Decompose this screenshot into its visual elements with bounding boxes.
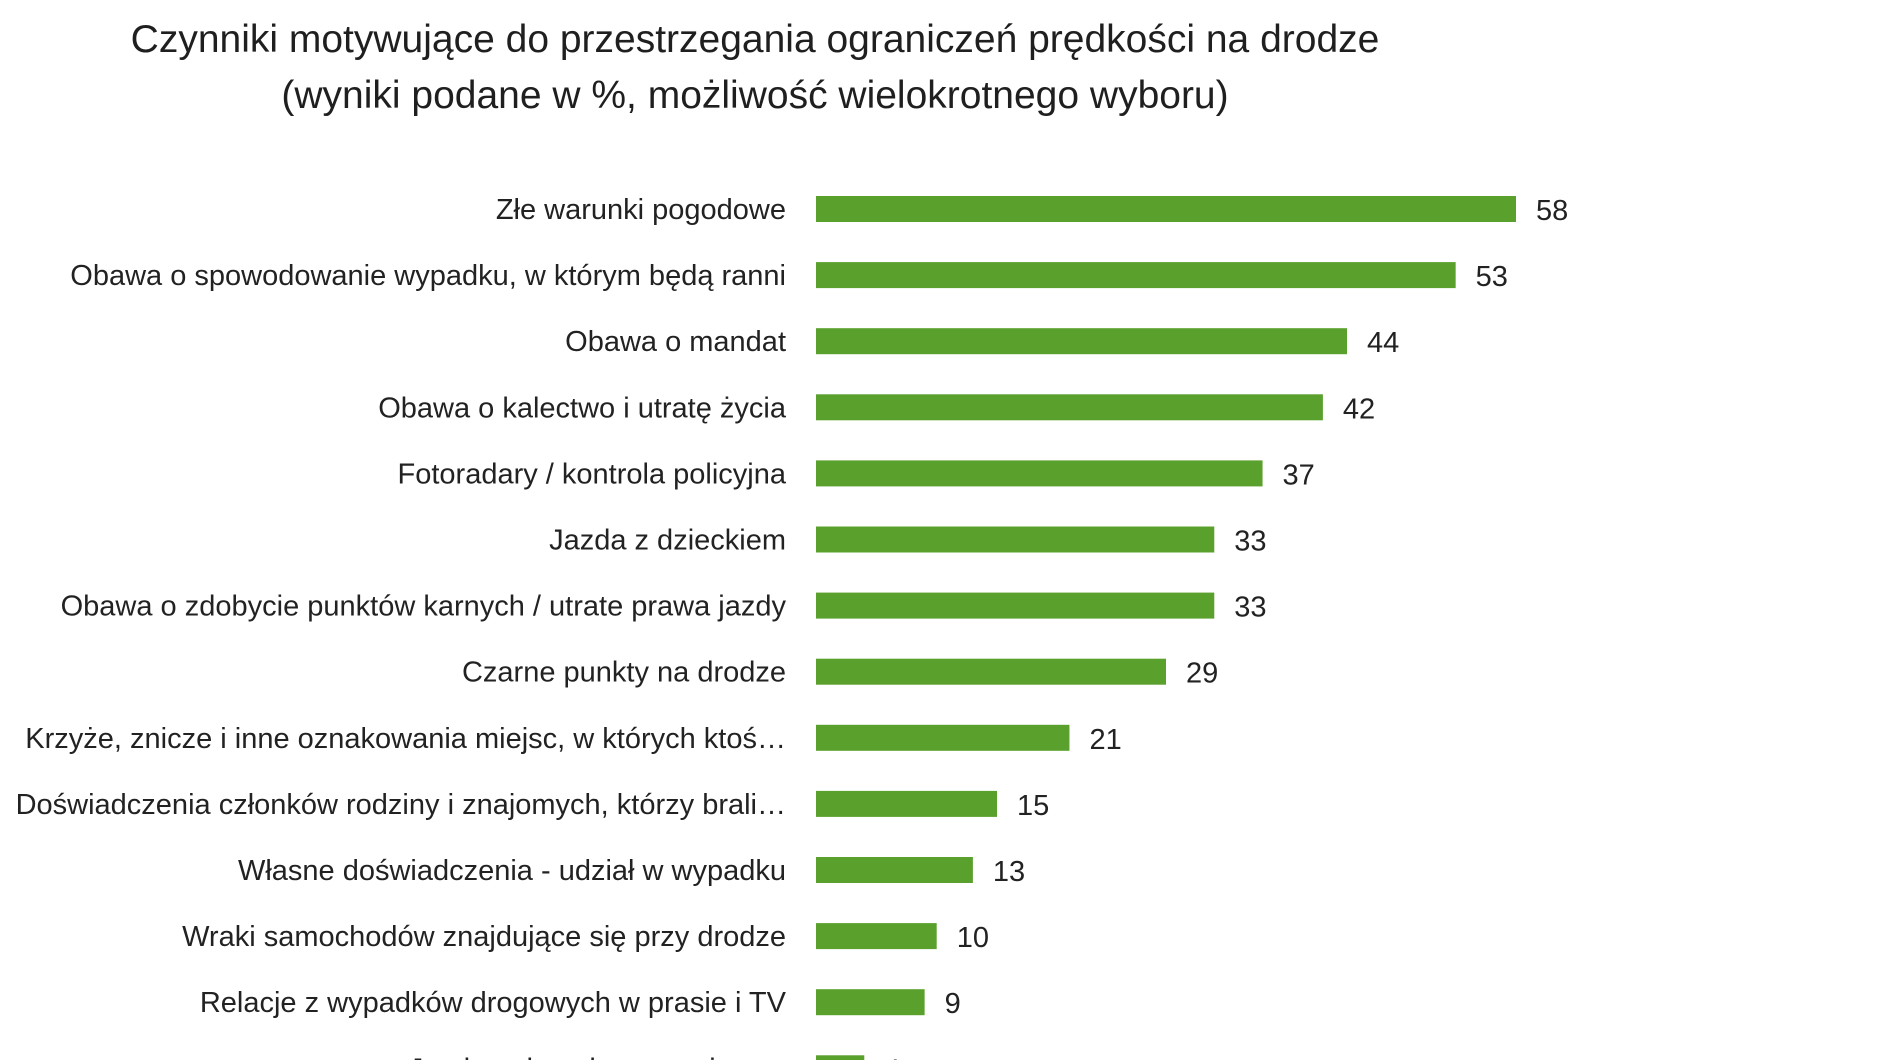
bar xyxy=(816,658,1166,685)
category-label: Jazda z dzieckiem xyxy=(549,525,786,557)
bar xyxy=(816,196,1516,222)
category-label: Złe warunki pogodowe xyxy=(496,194,786,226)
value-label: 37 xyxy=(1283,459,1315,491)
category-label: Krzyże, znicze i inne oznakowania miejsc… xyxy=(25,723,786,755)
chart-subtitle: (wyniki podane w %, możliwość wielokrotn… xyxy=(281,74,1228,117)
value-label: 44 xyxy=(1367,327,1399,359)
category-label: Obawa o mandat xyxy=(565,326,786,358)
bar xyxy=(816,724,1070,751)
category-label: Doświadczenia członków rodziny i znajomy… xyxy=(16,789,786,821)
value-label: 10 xyxy=(957,922,989,954)
category-label: Czarne punkty na drodze xyxy=(462,657,786,689)
category-label: Relacje z wypadków drogowych w prasie i … xyxy=(200,987,787,1019)
value-label: 53 xyxy=(1476,261,1508,293)
value-label: 21 xyxy=(1089,724,1121,756)
value-label: 13 xyxy=(993,856,1025,888)
category-label: Obawa o spowodowanie wypadku, w którym b… xyxy=(70,260,786,292)
bar xyxy=(816,262,1456,289)
category-label: Obawa o zdobycie punktów karnych / utrat… xyxy=(61,591,787,623)
bar xyxy=(816,1055,865,1060)
bar xyxy=(816,460,1263,487)
value-label: 33 xyxy=(1234,592,1266,624)
bar xyxy=(816,989,925,1016)
value-label: 42 xyxy=(1343,393,1375,425)
value-label: 9 xyxy=(945,988,961,1020)
category-label: Wraki samochodów znajdujące się przy dro… xyxy=(182,921,786,953)
bar xyxy=(816,923,937,950)
value-label: 33 xyxy=(1234,526,1266,558)
bar xyxy=(816,592,1215,619)
chart-title: Czynniki motywujące do przestrzegania og… xyxy=(131,18,1380,61)
bar xyxy=(816,526,1215,553)
value-label: 58 xyxy=(1536,195,1568,227)
bar xyxy=(816,857,973,883)
value-label: 29 xyxy=(1186,658,1218,690)
category-label: Jazda z dorosłym pasażerem xyxy=(409,1053,786,1060)
bars-group: Złe warunki pogodowe 58 Obawa o spowodowan… xyxy=(16,194,1568,1060)
value-label: 4 xyxy=(884,1054,900,1060)
category-label: Własne doświadczenia - udział w wypadku xyxy=(238,855,786,887)
bar xyxy=(816,394,1323,421)
bar xyxy=(816,328,1348,355)
bar xyxy=(816,790,998,817)
category-label: Fotoradary / kontrola policyjna xyxy=(398,458,787,490)
value-label: 15 xyxy=(1017,790,1049,822)
category-label: Obawa o kalectwo i utratę życia xyxy=(378,392,787,424)
